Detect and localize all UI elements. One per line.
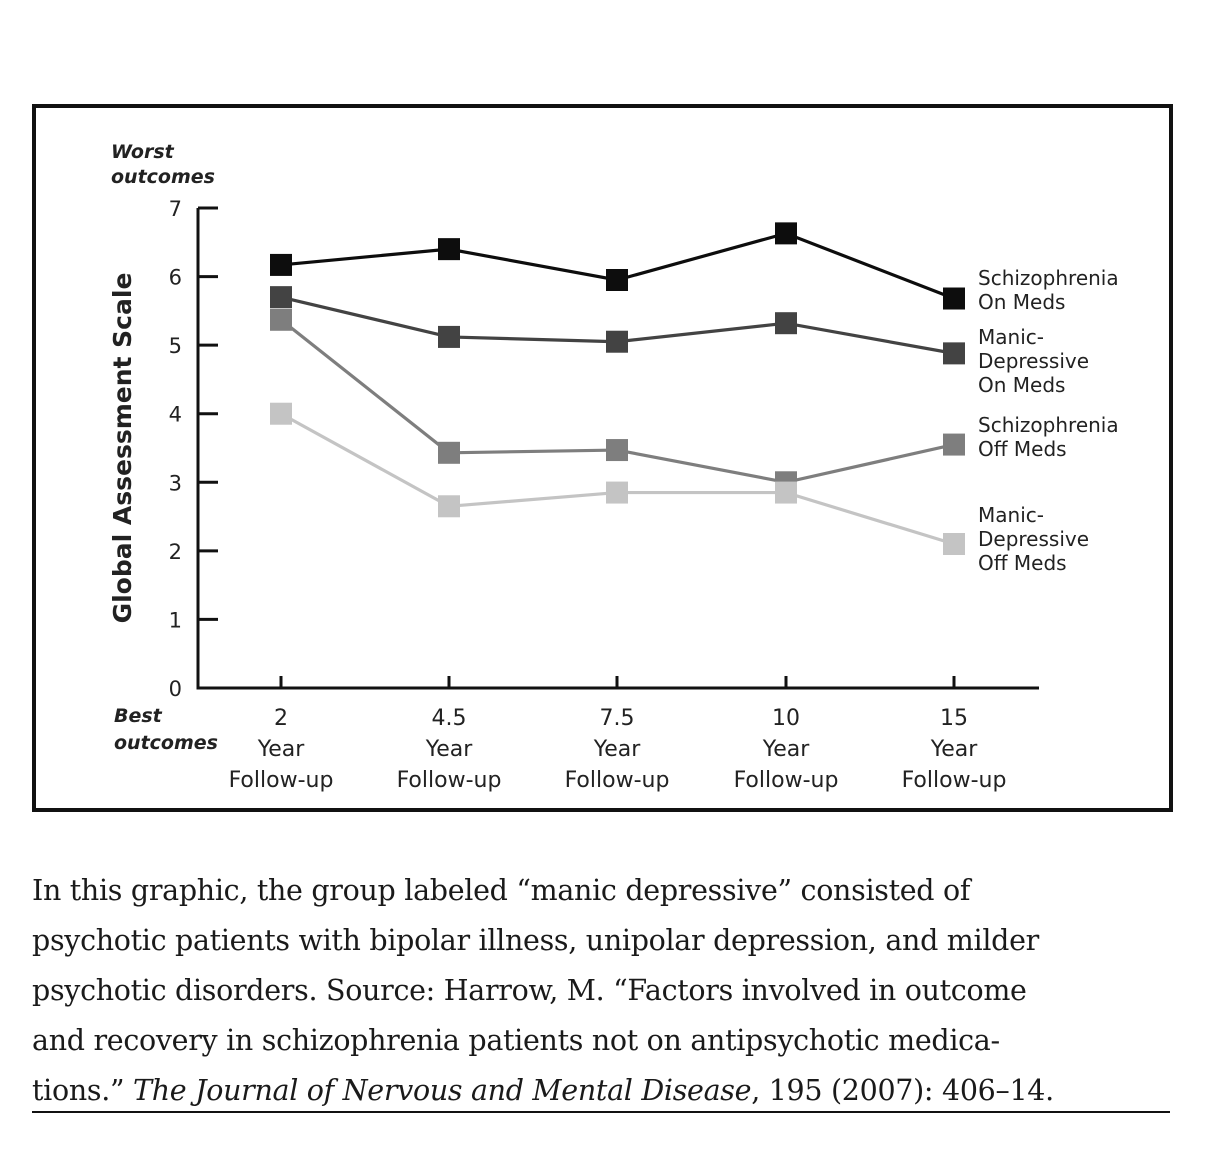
legend-entry: Depressive bbox=[978, 527, 1089, 551]
caption-line: psychotic patients with bipolar illness,… bbox=[32, 924, 1039, 957]
data-point bbox=[438, 495, 460, 518]
data-point bbox=[270, 286, 292, 309]
data-point bbox=[943, 533, 965, 555]
data-point bbox=[438, 325, 460, 348]
data-point bbox=[606, 330, 628, 353]
data-point bbox=[775, 312, 797, 335]
y-tick-label: 4 bbox=[169, 403, 182, 427]
legend-entry: On Meds bbox=[978, 373, 1065, 397]
x-tick-label: Follow-up bbox=[397, 768, 502, 793]
x-tick-label: Year bbox=[762, 737, 811, 762]
data-point bbox=[606, 269, 628, 291]
legend-entry: Schizophrenia bbox=[978, 413, 1119, 437]
chart-frame: 0 1 2 3 4 5 6 7 2 Year Follow-up 4.5 Year Follow-up 7.… bbox=[32, 104, 1173, 812]
data-point bbox=[606, 439, 628, 462]
series-line bbox=[280, 412, 955, 546]
legend-entry: Manic- bbox=[978, 325, 1044, 349]
y-tick-label: 0 bbox=[169, 677, 182, 701]
legend-entry: Schizophrenia bbox=[978, 266, 1119, 290]
legend-entry: On Meds bbox=[978, 290, 1065, 314]
x-tick-label: Follow-up bbox=[229, 768, 334, 793]
journal-title: The Journal of Nervous and Mental Diseas… bbox=[133, 1074, 752, 1107]
data-point bbox=[606, 481, 628, 504]
x-tick-label: 4.5 bbox=[432, 706, 467, 731]
legend-entry: Manic- bbox=[978, 503, 1044, 527]
caption-rule bbox=[32, 1111, 1170, 1113]
x-tick-label: Follow-up bbox=[565, 768, 670, 793]
x-tick-label: Year bbox=[593, 737, 642, 762]
caption-text: tions.” bbox=[32, 1074, 133, 1107]
worst-outcomes-label: Worst bbox=[111, 141, 175, 163]
data-point bbox=[438, 441, 460, 464]
best-outcomes-label: Best bbox=[114, 705, 163, 727]
data-point bbox=[775, 481, 797, 504]
data-point bbox=[270, 308, 292, 331]
data-point bbox=[775, 222, 797, 245]
y-tick-label: 3 bbox=[169, 471, 182, 495]
best-outcomes-label: outcomes bbox=[114, 732, 218, 754]
caption-line: and recovery in schizophrenia patients n… bbox=[32, 1024, 1000, 1057]
data-point bbox=[270, 402, 292, 425]
y-tick-label: 1 bbox=[169, 608, 182, 632]
x-tick-label: 2 bbox=[274, 706, 288, 731]
data-point bbox=[943, 287, 965, 310]
data-point bbox=[438, 238, 460, 261]
x-tick-label: Follow-up bbox=[902, 768, 1007, 793]
caption-line: psychotic disorders. Source: Harrow, M. … bbox=[32, 974, 1027, 1007]
x-tick-label: Follow-up bbox=[734, 768, 839, 793]
y-tick-label: 6 bbox=[169, 266, 182, 290]
legend-entry: Off Meds bbox=[978, 437, 1067, 461]
x-tick-label: 7.5 bbox=[600, 706, 635, 731]
line-chart: 0 1 2 3 4 5 6 7 2 Year Follow-up 4.5 Year Follow-up 7.… bbox=[108, 141, 1119, 793]
x-tick-label: Year bbox=[930, 737, 979, 762]
data-point bbox=[270, 253, 292, 276]
y-tick-label: 5 bbox=[169, 334, 182, 358]
y-tick-label: 2 bbox=[169, 540, 182, 564]
x-tick-label: Year bbox=[425, 737, 474, 762]
legend-entry: Depressive bbox=[978, 349, 1089, 373]
caption-line-last: tions.” The Journal of Nervous and Menta… bbox=[32, 1066, 1170, 1116]
caption-text: , 195 (2007): 406–14. bbox=[751, 1074, 1054, 1107]
legend-entry: Off Meds bbox=[978, 551, 1067, 575]
caption-line: In this graphic, the group labeled “mani… bbox=[32, 874, 971, 907]
x-tick-label: Year bbox=[257, 737, 306, 762]
y-tick-label: 7 bbox=[169, 197, 182, 221]
data-point bbox=[943, 433, 965, 456]
x-tick-label: 10 bbox=[772, 706, 800, 731]
x-tick-label: 15 bbox=[940, 706, 968, 731]
y-axis-title: Global Assessment Scale bbox=[108, 273, 137, 624]
worst-outcomes-label: outcomes bbox=[111, 166, 215, 188]
figure-caption: In this graphic, the group labeled “mani… bbox=[32, 866, 1170, 1116]
data-point bbox=[943, 342, 965, 365]
